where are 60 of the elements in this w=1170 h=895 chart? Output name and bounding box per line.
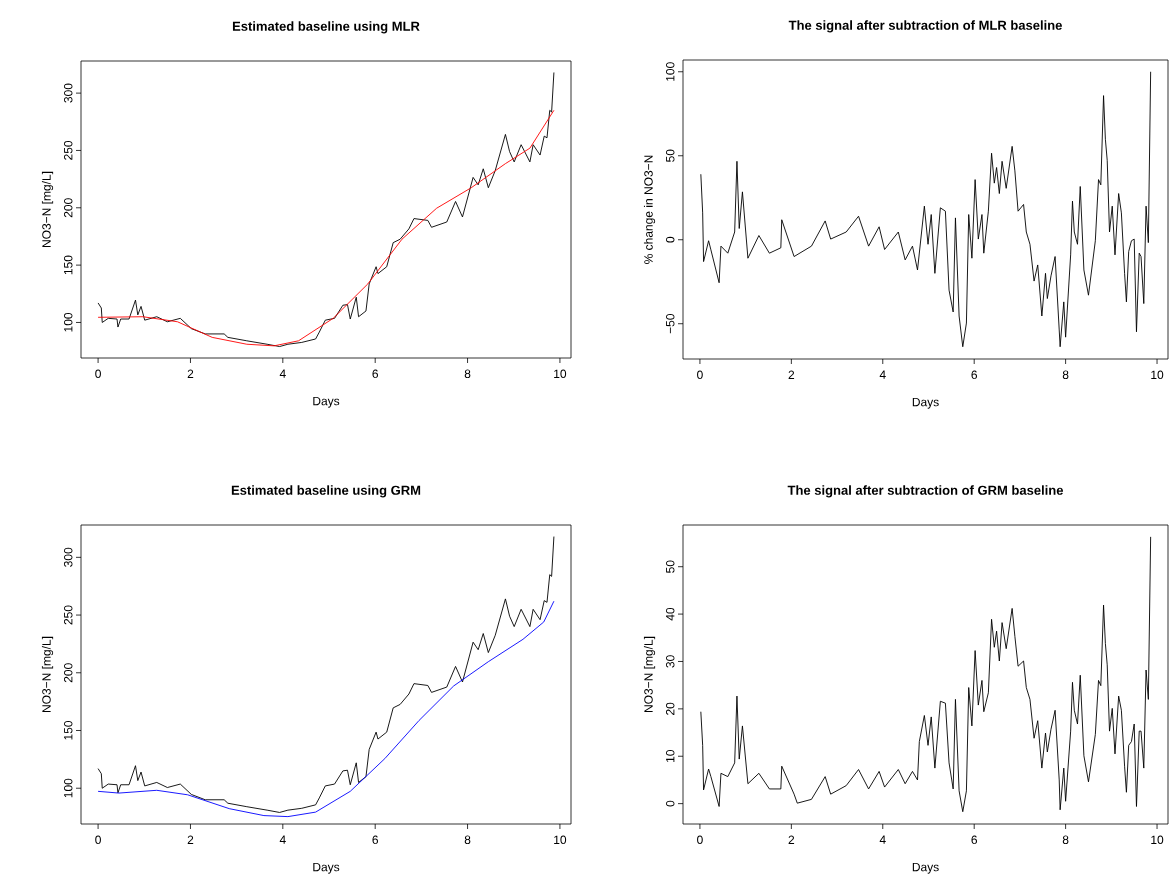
y-tick-label: 50 bbox=[665, 149, 675, 162]
x-tick-label: 10 bbox=[1151, 835, 1164, 845]
y-tick-label: 100 bbox=[63, 778, 73, 798]
y-axis-title: NO3−N [mg/L] bbox=[41, 171, 54, 248]
chart-title: Estimated baseline using GRM bbox=[231, 485, 421, 498]
line-series bbox=[97, 536, 555, 813]
y-tick-label: 300 bbox=[63, 547, 73, 567]
x-tick-label: 10 bbox=[1151, 370, 1164, 380]
y-axis-title: % change in NO3−N bbox=[643, 155, 656, 264]
x-axis-title: Days bbox=[912, 397, 939, 409]
y-tick-label: 250 bbox=[63, 605, 73, 625]
x-tick-label: 2 bbox=[187, 369, 194, 378]
y-axis-title: NO3−N [mg/L] bbox=[643, 636, 656, 713]
chart-title: The signal after subtraction of MLR baseline bbox=[788, 20, 1062, 33]
x-tick-label: 6 bbox=[971, 370, 977, 380]
y-tick-label: 300 bbox=[63, 83, 73, 103]
y-tick-label: 200 bbox=[63, 198, 73, 218]
y-tick-label: −50 bbox=[665, 314, 675, 334]
x-tick-label: 10 bbox=[554, 835, 567, 845]
x-tick-label: 4 bbox=[279, 835, 286, 844]
x-tick-label: 0 bbox=[95, 369, 101, 379]
x-axis-title: Days bbox=[912, 862, 939, 874]
x-tick-label: 8 bbox=[464, 369, 471, 379]
x-axis-title: Days bbox=[313, 862, 340, 874]
y-tick-label: 20 bbox=[665, 702, 675, 715]
y-tick-label: 0 bbox=[665, 236, 675, 243]
x-tick-label: 10 bbox=[554, 369, 567, 379]
x-tick-label: 2 bbox=[187, 835, 194, 844]
y-tick-label: 40 bbox=[665, 607, 675, 621]
x-tick-label: 2 bbox=[788, 835, 795, 844]
y-tick-label: 150 bbox=[63, 255, 73, 275]
x-tick-label: 4 bbox=[279, 369, 286, 378]
y-tick-label: 200 bbox=[63, 663, 73, 683]
x-tick-label: 8 bbox=[1062, 370, 1069, 380]
y-tick-label: 10 bbox=[665, 750, 675, 763]
y-tick-label: 30 bbox=[665, 655, 675, 668]
x-tick-label: 8 bbox=[1062, 835, 1069, 845]
x-tick-label: 8 bbox=[464, 835, 471, 845]
x-tick-label: 0 bbox=[697, 370, 703, 380]
x-axis-title: Days bbox=[313, 396, 340, 408]
line-series bbox=[700, 71, 1152, 348]
y-tick-label: 50 bbox=[665, 560, 675, 573]
chart-title: Estimated baseline using MLR bbox=[232, 21, 420, 34]
line-series bbox=[97, 600, 555, 818]
x-tick-label: 6 bbox=[372, 835, 378, 845]
y-axis-title: NO3−N [mg/L] bbox=[41, 636, 54, 713]
x-tick-label: 2 bbox=[788, 370, 795, 379]
x-tick-label: 6 bbox=[971, 835, 977, 845]
y-tick-label: 250 bbox=[63, 140, 73, 160]
line-series bbox=[700, 536, 1152, 813]
x-tick-label: 6 bbox=[372, 369, 378, 379]
chart-title: The signal after subtraction of GRM baseline bbox=[787, 485, 1064, 498]
y-tick-label: 100 bbox=[63, 312, 73, 332]
x-tick-label: 0 bbox=[697, 835, 703, 845]
y-tick-label: 0 bbox=[665, 800, 675, 807]
x-tick-label: 0 bbox=[95, 835, 101, 845]
y-tick-label: 100 bbox=[665, 62, 675, 81]
y-tick-label: 150 bbox=[63, 720, 73, 740]
x-tick-label: 4 bbox=[879, 370, 886, 379]
x-tick-label: 4 bbox=[879, 835, 886, 844]
